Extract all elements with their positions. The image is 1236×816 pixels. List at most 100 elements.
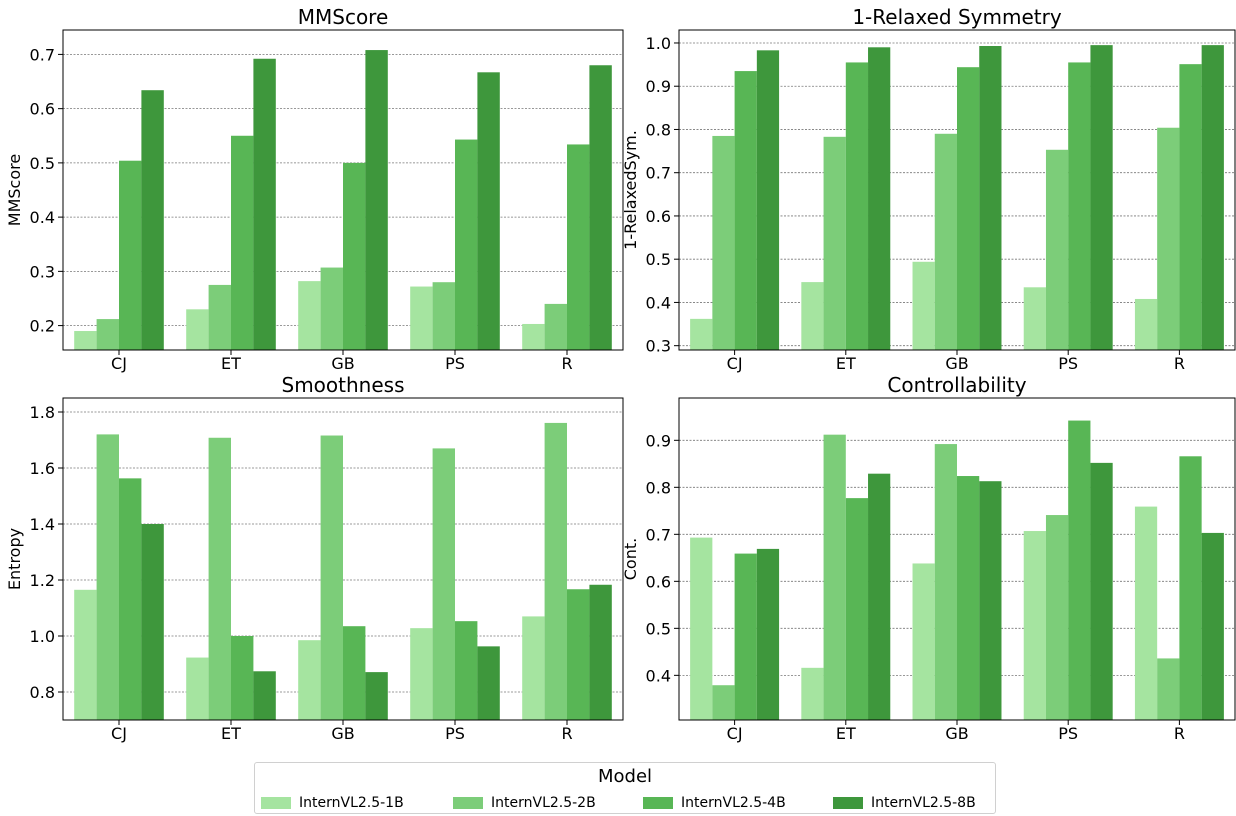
- chart-1-xtick-label: PS: [445, 354, 465, 373]
- chart-4-ytick-label: 0.6: [646, 572, 671, 591]
- chart-1-xtick-label: R: [561, 354, 572, 373]
- legend-label-1b: InternVL2.5-1B: [299, 795, 404, 811]
- chart-2-bar: [1134, 298, 1158, 350]
- chart-4-bar: [823, 434, 846, 720]
- chart-4-bar: [912, 563, 935, 720]
- chart-3-bar: [141, 524, 164, 720]
- chart-1-bar: [208, 284, 231, 350]
- chart-1-xtick-label: CJ: [111, 354, 127, 373]
- chart-4-title: Controllability: [887, 373, 1026, 397]
- chart-2-bar: [1023, 287, 1046, 350]
- chart-2-bar: [979, 46, 1002, 350]
- chart-4-bar: [734, 553, 757, 720]
- chart-3-ytick-label: 1.2: [30, 571, 55, 590]
- chart-1-bar: [320, 267, 343, 350]
- chart-1-bar: [343, 162, 366, 350]
- chart-3-bar: [432, 448, 455, 720]
- chart-3-bar: [320, 435, 343, 720]
- legend-title: Model: [597, 766, 653, 787]
- chart-1-bar: [119, 160, 142, 350]
- chart-1-ytick-label: 0.7: [30, 45, 55, 64]
- chart-1-ylabel: MMScore: [5, 154, 24, 226]
- chart-3-ylabel: Entropy: [5, 528, 24, 590]
- chart-4-ytick-label: 0.7: [646, 525, 671, 544]
- chart-3-xtick-label: PS: [445, 724, 465, 743]
- chart-1-bar: [96, 319, 119, 350]
- chart-2-bar: [845, 62, 869, 350]
- chart-2-xtick-label: PS: [1058, 354, 1078, 373]
- chart-1-bar: [410, 286, 433, 350]
- chart-2-xtick-label: CJ: [727, 354, 743, 373]
- chart-1-bar: [298, 281, 321, 350]
- chart-4-bar: [690, 537, 713, 720]
- chart-1-bar: [253, 58, 276, 351]
- chart-1-title: MMScore: [298, 5, 389, 29]
- chart-1-ytick-label: 0.4: [30, 208, 55, 227]
- chart-1-bar: [74, 331, 97, 350]
- chart-1-xtick-label: ET: [221, 354, 241, 373]
- chart-3-bar: [231, 636, 254, 720]
- chart-4-bar: [934, 444, 957, 720]
- chart-2-bar: [1068, 62, 1091, 350]
- chart-3-bar: [589, 584, 612, 720]
- chart-3-xtick-label: GB: [331, 724, 354, 743]
- chart-3-ytick-label: 1.4: [30, 515, 55, 534]
- chart-4-xtick-label: ET: [836, 724, 856, 743]
- legend-swatch-8b: [833, 797, 863, 809]
- legend-label-4b: InternVL2.5-4B: [681, 795, 786, 811]
- chart-4-bar: [1090, 462, 1113, 720]
- legend-item-1b: InternVL2.5-1B: [261, 794, 404, 812]
- chart-2-bar: [957, 67, 980, 351]
- chart-3-bar: [455, 621, 478, 720]
- chart-1-bar: [231, 135, 254, 350]
- chart-2-ytick-label: 0.7: [646, 164, 671, 183]
- chart-4-bar: [1134, 506, 1158, 720]
- chart-3-bar: [74, 589, 97, 720]
- chart-1-bar: [141, 90, 164, 350]
- chart-1-bar: [477, 72, 500, 350]
- chart-2-bar: [912, 261, 935, 350]
- chart-4-ytick-label: 0.4: [646, 666, 671, 685]
- chart-4-xtick-label: CJ: [727, 724, 743, 743]
- chart-2-ytick-label: 0.3: [646, 337, 671, 356]
- chart-1-bar: [455, 139, 478, 350]
- chart-2-ytick-label: 1.0: [646, 34, 671, 53]
- chart-2-bar: [1201, 45, 1224, 351]
- chart-2-ytick-label: 0.5: [646, 250, 671, 269]
- chart-2-xtick-label: ET: [836, 354, 856, 373]
- chart-3-bar: [208, 437, 231, 720]
- legend-item-8b: InternVL2.5-8B: [833, 794, 976, 812]
- chart-3-bar: [343, 626, 366, 720]
- chart-4-bar: [1157, 658, 1180, 720]
- chart-3-xtick-label: ET: [221, 724, 241, 743]
- chart-4-bar: [756, 548, 780, 720]
- chart-3-ytick-label: 1.0: [30, 627, 55, 646]
- chart-4-bar: [1023, 531, 1046, 720]
- chart-3-bar: [253, 671, 276, 720]
- chart-2-bar: [1157, 127, 1180, 350]
- chart-3-bar: [365, 672, 388, 720]
- chart-1-ytick-label: 0.3: [30, 262, 55, 281]
- chart-2-ytick-label: 0.9: [646, 77, 671, 96]
- chart-3-bar: [186, 657, 209, 720]
- chart-4-xtick-label: GB: [945, 724, 968, 743]
- chart-4-ytick-label: 0.8: [646, 478, 671, 497]
- chart-4-ylabel: Cont.: [621, 538, 640, 580]
- chart-4-bar: [1201, 532, 1224, 720]
- chart-3-bar: [96, 434, 119, 720]
- chart-1-ytick-label: 0.6: [30, 100, 55, 119]
- chart-2-bar: [801, 282, 824, 350]
- chart-4-bar: [979, 481, 1002, 720]
- chart-4-ytick-label: 0.5: [646, 619, 671, 638]
- chart-2-bar: [1090, 45, 1113, 351]
- legend-item-4b: InternVL2.5-4B: [643, 794, 786, 812]
- legend-label-2b: InternVL2.5-2B: [491, 795, 596, 811]
- legend-swatch-2b: [453, 797, 483, 809]
- chart-1-ytick-label: 0.2: [30, 317, 55, 336]
- chart-1-bar: [589, 65, 612, 350]
- chart-4-bar: [957, 476, 980, 720]
- chart-3-ytick-label: 1.8: [30, 403, 55, 422]
- chart-2-ytick-label: 0.8: [646, 120, 671, 139]
- chart-2-bar: [1045, 149, 1069, 350]
- chart-4-xtick-label: PS: [1058, 724, 1078, 743]
